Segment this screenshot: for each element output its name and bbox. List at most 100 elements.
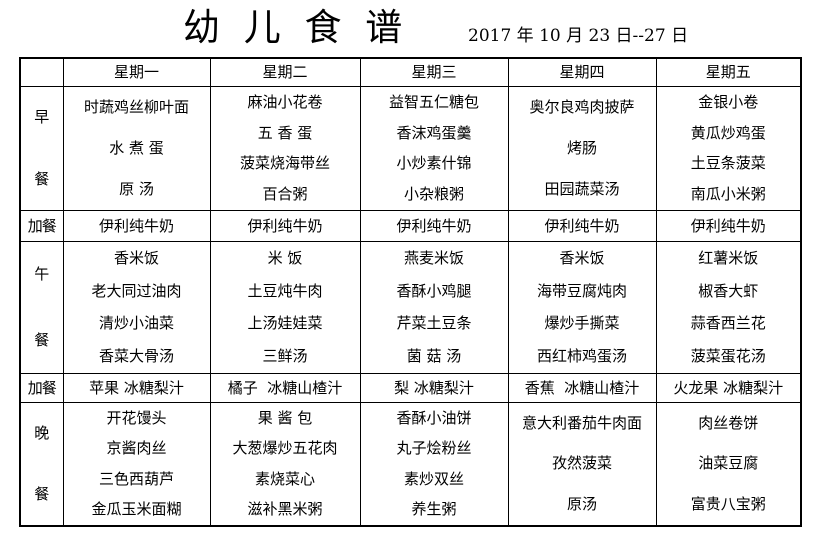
dish: 黄瓜炒鸡蛋 [690, 123, 766, 142]
cell-dinner-wednesday: 香酥小油饼 丸子烩粉丝 素炒双丝 养生粥 [359, 402, 509, 527]
dish: 原 汤 [119, 180, 154, 198]
dish: 伊利纯牛奶 [247, 216, 323, 235]
day-header-label: 星期五 [705, 63, 751, 81]
dish: 火龙果 冰糖梨汁 [673, 378, 784, 397]
dish: 三鲜汤 [262, 347, 308, 366]
cell-lunch-thursday: 香米饭 海带豆腐炖肉 爆炒手撕菜 西红柿鸡蛋汤 [507, 241, 657, 374]
cell-snack-am-friday: 伊利纯牛奶 [655, 210, 802, 242]
dish: 老大同过油肉 [91, 281, 182, 300]
dish: 养生粥 [411, 500, 457, 519]
day-header-label: 星期三 [411, 63, 457, 81]
dish: 富贵八宝粥 [690, 495, 766, 514]
meal-label: 加餐 [27, 216, 57, 235]
dish: 烤肠 [566, 139, 597, 157]
dish: 三色西葫芦 [98, 469, 174, 488]
cell-dinner-tuesday: 果 酱 包 大葱爆炒五花肉 素烧菜心 滋补黑米粥 [209, 402, 361, 527]
dish: 意大利番茄牛肉面 [521, 413, 642, 432]
cell-snack-pm-thursday: 香蕉 冰糖山楂汁 [507, 373, 657, 403]
corner-cell [19, 57, 64, 87]
dish: 爆炒手撕菜 [544, 314, 620, 333]
dish: 香菜大骨汤 [98, 347, 174, 366]
dish: 土豆条菠菜 [690, 154, 766, 173]
cell-snack-pm-monday: 苹果 冰糖梨汁 [62, 373, 211, 403]
cell-snack-pm-friday: 火龙果 冰糖梨汁 [655, 373, 802, 403]
cell-dinner-monday: 开花馒头 京酱肉丝 三色西葫芦 金瓜玉米面糊 [62, 402, 211, 527]
dish: 田园蔬菜汤 [544, 180, 620, 198]
snack-am-label-cell: 加餐 [19, 210, 64, 242]
meal-label-char: 晚 [34, 424, 50, 442]
row-dinner: 晚 餐 开花馒头 京酱肉丝 三色西葫芦 金瓜玉米面糊 果 酱 包 大葱爆炒五花肉… [19, 402, 802, 527]
dish: 菠菜蛋花汤 [690, 347, 766, 366]
cell-breakfast-tuesday: 麻油小花卷 五 香 蛋 菠菜烧海带丝 百合粥 [209, 86, 361, 211]
page-title: 幼 儿 食 谱 [183, 6, 409, 49]
cell-snack-pm-tuesday: 橘子 冰糖山楂汁 [209, 373, 361, 403]
dish: 素烧菜心 [254, 469, 315, 488]
meal-label-char: 早 [34, 108, 50, 127]
dish: 麻油小花卷 [247, 92, 323, 111]
day-header-monday: 星期一 [62, 57, 211, 87]
dish: 香酥小油饼 [396, 408, 472, 427]
cell-snack-am-tuesday: 伊利纯牛奶 [209, 210, 361, 242]
dish: 伊利纯牛奶 [98, 216, 174, 235]
dish: 海带豆腐炖肉 [536, 281, 627, 300]
dish: 金银小卷 [698, 92, 759, 111]
dish: 菠菜烧海带丝 [239, 154, 330, 173]
snack-pm-label-cell: 加餐 [19, 373, 64, 403]
dish: 水 煮 蛋 [109, 139, 164, 157]
dish: 丸子烩粉丝 [396, 439, 472, 458]
dish: 上汤娃娃菜 [247, 314, 323, 333]
meal-label-char: 午 [34, 265, 50, 284]
dish: 肉丝卷饼 [698, 413, 759, 432]
dish: 原汤 [566, 495, 597, 514]
dish: 香沫鸡蛋羹 [396, 123, 472, 142]
day-header-wednesday: 星期三 [359, 57, 509, 87]
dish: 椒香大虾 [698, 281, 759, 300]
dinner-label-cell: 晚 餐 [19, 402, 64, 527]
cell-lunch-friday: 红薯米饭 椒香大虾 蒜香西兰花 菠菜蛋花汤 [655, 241, 802, 374]
dish: 南瓜小米粥 [690, 185, 766, 204]
dish: 伊利纯牛奶 [690, 216, 766, 235]
lunch-label-cell: 午 餐 [19, 241, 64, 374]
dish: 土豆炖牛肉 [247, 281, 323, 300]
dish: 伊利纯牛奶 [396, 216, 472, 235]
cell-breakfast-thursday: 奥尔良鸡肉披萨 烤肠 田园蔬菜汤 [507, 86, 657, 211]
dish: 橘子 冰糖山楂汁 [227, 378, 343, 397]
dish: 开花馒头 [106, 408, 167, 427]
dish: 伊利纯牛奶 [544, 216, 620, 235]
cell-lunch-wednesday: 燕麦米饭 香酥小鸡腿 芹菜土豆条 菌 菇 汤 [359, 241, 509, 374]
dish: 京酱肉丝 [106, 439, 167, 458]
row-snack-pm: 加餐 苹果 冰糖梨汁 橘子 冰糖山楂汁 梨 冰糖梨汁 香蕉 冰糖山楂汁 火龙果 … [19, 373, 802, 403]
meal-label: 加餐 [27, 378, 57, 397]
dish: 香酥小鸡腿 [396, 281, 472, 300]
cell-snack-pm-wednesday: 梨 冰糖梨汁 [359, 373, 509, 403]
dish: 苹果 冰糖梨汁 [89, 378, 184, 397]
dish: 金瓜玉米面糊 [91, 500, 182, 519]
date-range: 2017 年 10 月 23 日--27 日 [468, 26, 689, 46]
meal-label-char: 餐 [34, 330, 50, 349]
dish: 奥尔良鸡肉披萨 [529, 98, 635, 116]
dish: 香米饭 [559, 248, 605, 267]
dish: 西红柿鸡蛋汤 [536, 347, 627, 366]
dish: 五 香 蛋 [257, 123, 313, 142]
cell-snack-am-monday: 伊利纯牛奶 [62, 210, 211, 242]
dish: 果 酱 包 [257, 408, 313, 427]
dish: 孜然菠菜 [551, 454, 612, 473]
cell-lunch-monday: 香米饭 老大同过油肉 清炒小油菜 香菜大骨汤 [62, 241, 211, 374]
dish: 大葱爆炒五花肉 [232, 439, 338, 458]
row-snack-am: 加餐 伊利纯牛奶 伊利纯牛奶 伊利纯牛奶 伊利纯牛奶 伊利纯牛奶 [19, 210, 802, 242]
dish: 滋补黑米粥 [247, 500, 323, 519]
dish: 油菜豆腐 [698, 454, 759, 473]
dish: 百合粥 [262, 185, 308, 204]
row-day-headers: 星期一 星期二 星期三 星期四 星期五 [19, 57, 802, 87]
dish: 蒜香西兰花 [690, 314, 766, 333]
dish: 芹菜土豆条 [396, 314, 472, 333]
cell-lunch-tuesday: 米 饭 土豆炖牛肉 上汤娃娃菜 三鲜汤 [209, 241, 361, 374]
cell-snack-am-wednesday: 伊利纯牛奶 [359, 210, 509, 242]
cell-snack-am-thursday: 伊利纯牛奶 [507, 210, 657, 242]
dish: 香蕉 冰糖山楂汁 [524, 378, 640, 397]
cell-dinner-thursday: 意大利番茄牛肉面 孜然菠菜 原汤 [507, 402, 657, 527]
dish: 红薯米饭 [698, 248, 759, 267]
dish: 时蔬鸡丝柳叶面 [83, 98, 189, 116]
row-lunch: 午 餐 香米饭 老大同过油肉 清炒小油菜 香菜大骨汤 米 饭 土豆炖牛肉 上汤娃… [19, 241, 802, 374]
